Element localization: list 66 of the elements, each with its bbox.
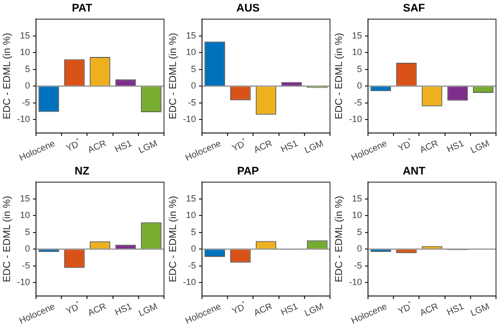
- chart-title: PAP: [237, 165, 259, 178]
- y-axis-title: EDC - EDML (in %): [2, 32, 13, 120]
- x-tick-label: HS1: [279, 138, 300, 154]
- x-tick-label: ACR: [418, 300, 440, 318]
- x-tick-label: ACR: [252, 300, 274, 318]
- x-tick-label: ACR: [86, 138, 108, 155]
- y-tick-label: 0: [24, 243, 30, 254]
- y-tick-label: 0: [24, 80, 30, 91]
- y-tick-label: 10: [352, 210, 362, 220]
- y-tick-label: 15: [20, 192, 30, 203]
- chart-title: AUS: [236, 2, 260, 15]
- y-tick-label: -5: [354, 97, 362, 108]
- y-tick-label: -5: [188, 260, 196, 270]
- x-tick-label: LGM: [302, 300, 325, 318]
- y-tick-label: -5: [22, 260, 30, 270]
- y-tick-label: 5: [24, 64, 30, 74]
- y-tick-label: 15: [186, 30, 196, 40]
- x-tick-label: ACR: [252, 138, 274, 155]
- y-axis-title: EDC - EDML (in %): [168, 32, 179, 120]
- y-tick-label: 5: [356, 226, 362, 236]
- y-tick-label: 0: [356, 243, 362, 254]
- x-tick-label: HS1: [113, 138, 134, 154]
- y-tick-label: 10: [20, 47, 30, 58]
- y-tick-label: 15: [20, 30, 30, 40]
- y-tick-label: -5: [22, 97, 30, 108]
- y-tick-label: -10: [182, 276, 196, 287]
- x-tick-label: LGM: [468, 138, 491, 156]
- y-tick-label: -10: [16, 276, 30, 287]
- y-tick-label: -5: [188, 97, 196, 108]
- y-tick-label: 10: [352, 47, 362, 58]
- chart-title: NZ: [74, 165, 90, 178]
- y-tick-label: 0: [190, 243, 196, 254]
- chart-title: SAF: [403, 2, 426, 15]
- x-tick-label: LGM: [136, 300, 159, 318]
- x-tick-label: HS1: [445, 300, 466, 317]
- x-tick-label: LGM: [468, 300, 491, 318]
- x-tick-label: ACR: [418, 138, 440, 155]
- y-axis-title: EDC - EDML (in %): [334, 32, 345, 120]
- y-tick-label: 15: [352, 192, 362, 203]
- y-tick-label: -10: [348, 114, 362, 124]
- y-tick-label: -10: [16, 114, 30, 124]
- y-tick-label: 15: [186, 192, 196, 203]
- y-axis-title: EDC - EDML (in %): [334, 195, 345, 282]
- x-tick-label: LGM: [302, 138, 325, 156]
- y-tick-label: 10: [186, 47, 196, 58]
- x-tick-label: HS1: [279, 300, 300, 317]
- y-tick-label: 10: [20, 210, 30, 220]
- y-tick-label: 5: [356, 64, 362, 74]
- chart-title: ANT: [402, 165, 426, 178]
- y-axis-title: EDC - EDML (in %): [2, 195, 13, 282]
- chart-title: PAT: [72, 2, 92, 15]
- y-tick-label: -10: [182, 114, 196, 124]
- y-tick-label: 0: [356, 80, 362, 91]
- y-axis-title: EDC - EDML (in %): [168, 195, 179, 282]
- y-tick-label: 5: [24, 226, 30, 236]
- y-tick-label: -5: [354, 260, 362, 270]
- x-tick-label: HS1: [445, 138, 466, 154]
- y-tick-label: 5: [190, 64, 196, 74]
- y-tick-label: 15: [352, 30, 362, 40]
- y-tick-label: 10: [186, 210, 196, 220]
- y-tick-label: 5: [190, 226, 196, 236]
- y-tick-label: -10: [348, 276, 362, 287]
- x-tick-label: ACR: [86, 300, 108, 318]
- x-tick-label: HS1: [113, 300, 134, 317]
- x-tick-label: LGM: [136, 138, 159, 156]
- y-tick-label: 0: [190, 80, 196, 91]
